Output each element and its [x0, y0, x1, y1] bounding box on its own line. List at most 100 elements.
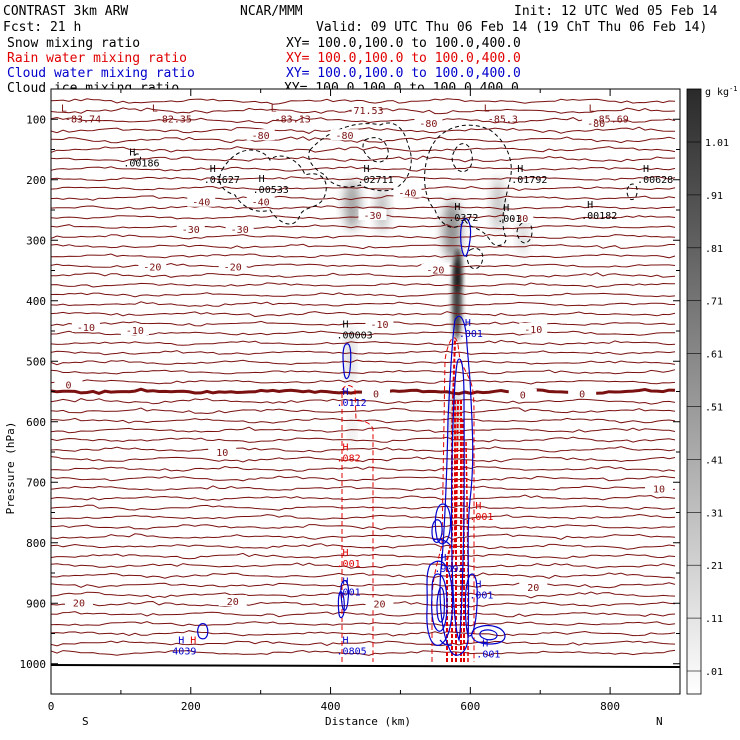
isotherm-line [51, 233, 676, 240]
isotherm-label: 20 [527, 583, 539, 594]
isotherm-label: -80 [336, 131, 354, 142]
cloud-water-contours [197, 218, 506, 656]
isotherm-label: -10 [77, 323, 95, 334]
init-time: Init: 12 UTC Wed 05 Feb 14 [514, 4, 718, 19]
rain-water-contour [462, 419, 465, 662]
maximum-value-label: .0112 [337, 398, 367, 409]
cloud-water-contour [464, 573, 478, 637]
isotherm-label-bg [138, 260, 167, 272]
isotherm-line [51, 611, 676, 618]
maximum-marker: H [643, 164, 649, 175]
isotherm-line [51, 562, 676, 569]
isotherm-line [51, 339, 676, 346]
maximum-value-label: .001 [469, 512, 493, 523]
cloud-ice-contours [134, 122, 638, 270]
isotherm-line [51, 185, 676, 192]
isotherm-label-bg [246, 129, 275, 141]
isotherm-label: -80 [419, 119, 437, 130]
isotherm-line [51, 436, 676, 443]
field-rain-xy: XY= 100.0,100.0 to 100.0,400.0 [286, 51, 521, 66]
isotherm-label-bg [505, 212, 534, 224]
isotherm-label: -20 [224, 262, 242, 273]
isotherm-label-bg [187, 195, 216, 207]
isotherm-label: -30 [231, 225, 249, 236]
y-tick-label: 200 [26, 174, 46, 187]
isotherm-label: -71.53 [347, 106, 383, 117]
cloud-water-contour [479, 629, 498, 641]
low-value-label: -85.3 [488, 114, 518, 125]
maximum-marker: H [465, 318, 471, 329]
isotherm-label-bg [421, 263, 450, 275]
isotherm-label-bg [71, 320, 100, 332]
maximum-value-label: .9092 [434, 564, 464, 575]
isotherm-line [51, 494, 676, 501]
maximum-marker: H [343, 443, 349, 454]
cloud-water-contour [460, 218, 472, 257]
y-tick-label: 500 [26, 355, 46, 368]
isotherm-line [51, 513, 676, 520]
isotherm-label-bg [218, 260, 247, 272]
isotherm-line [51, 456, 676, 463]
north-label: N [656, 715, 663, 728]
maximum-value-label: .00003 [337, 330, 373, 341]
isotherm-label: -10 [126, 326, 144, 337]
isotherm-label-bg [208, 446, 237, 458]
isotherm-label-bg [361, 387, 390, 399]
colorbar-level-label: .81 [705, 244, 723, 255]
isotherm-label-bg [54, 378, 83, 390]
x-tick-label: 200 [181, 700, 201, 713]
maximum-value-label: .0372 [448, 213, 478, 224]
colorbar-level-label: .61 [705, 350, 723, 361]
isotherm-line [51, 224, 676, 230]
isotherm-label: -80 [587, 119, 605, 130]
maximum-value-label: .001 [469, 590, 493, 601]
isotherm-line [51, 465, 676, 472]
isotherm-label: -30 [182, 225, 200, 236]
maximum-marker: H [129, 147, 135, 158]
cloud-water-contour [197, 623, 209, 640]
field-snow-xy: XY= 100.0,100.0 to 100.0,400.0 [286, 36, 521, 51]
isotherm-label: 0 [373, 390, 379, 401]
isotherm-label: 0 [579, 390, 585, 401]
isotherm-line [51, 243, 675, 250]
isotherm-line [51, 369, 676, 375]
maximum-value-label: .001 [497, 214, 521, 225]
isotherm-line [51, 475, 676, 482]
rain-water-contour [341, 385, 374, 662]
isotherm-line [51, 320, 676, 327]
isotherm-line [51, 524, 676, 531]
y-tick-label: 900 [26, 597, 46, 610]
isotherm-label-bg [508, 388, 537, 400]
maximum-marker: H [343, 636, 349, 647]
isotherm-line [51, 407, 676, 415]
isotherm-line [51, 292, 676, 298]
isotherm-label-bg [64, 596, 93, 608]
colorbar-level-label: .41 [705, 455, 723, 466]
isotherm-label: 0 [65, 380, 71, 391]
maximum-value-label: .082 [337, 454, 361, 465]
maximum-value-label: .001 [459, 329, 483, 340]
isotherm-label: -40 [252, 198, 270, 209]
isotherm-label: -10 [524, 325, 542, 336]
contour-labels: -80 -80 -80 -80 -71.53 -40 -40 -40 -30 -30 -30 -30 -… [54, 103, 673, 661]
surface-line [51, 664, 680, 668]
low-value-label: -83.13 [275, 114, 311, 125]
maximum-marker: H [454, 202, 460, 213]
maximum-value-label: 4039 [172, 647, 196, 658]
colorbar-level-label: .31 [705, 508, 723, 519]
isotherm-line [51, 175, 676, 182]
cloud-water-contour [436, 587, 445, 623]
isotherm-label: 0 [520, 391, 526, 402]
isotherm-label-bg [246, 195, 275, 207]
isotherm-label: -80 [252, 131, 270, 142]
isotherm-label: -20 [426, 266, 444, 277]
isotherm-line [51, 350, 676, 356]
maximum-marker: H [343, 576, 349, 587]
maximum-value-label: .00533 [253, 185, 289, 196]
cloud-water-contour [434, 503, 452, 545]
low-marker: L [271, 103, 277, 114]
maximum-value-label: .01627 [204, 175, 240, 186]
field-snow-label: Snow mixing ratio [7, 36, 140, 51]
